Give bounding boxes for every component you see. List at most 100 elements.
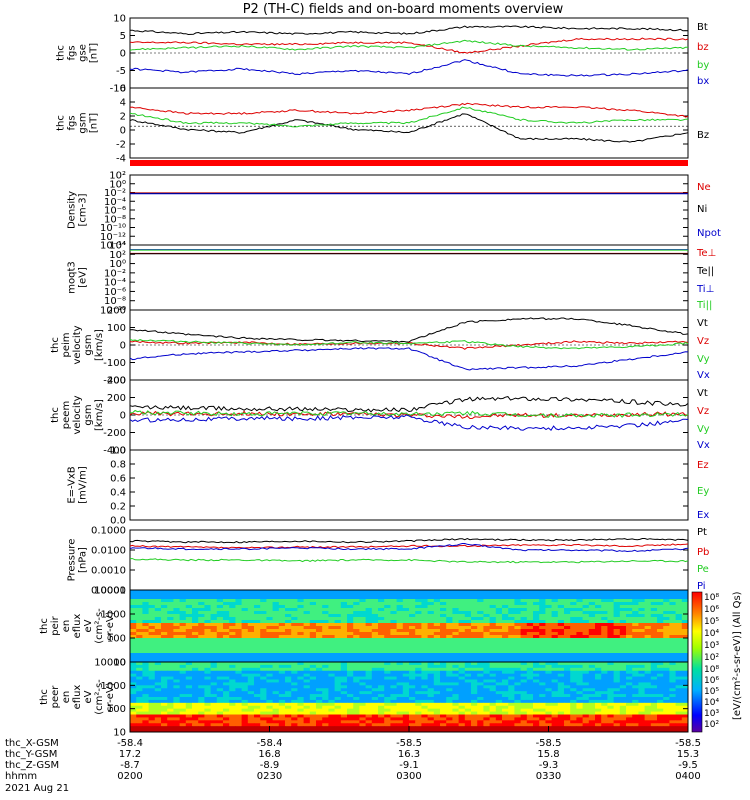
spectrogram-cell [384, 653, 391, 657]
spectrogram-cell [607, 650, 614, 654]
spectrogram-cell [644, 635, 652, 639]
spectrogram-cell [601, 699, 608, 704]
spectrogram-cell [588, 697, 596, 701]
spectrogram-cell [619, 647, 627, 651]
y-axis-label: moqt3 [67, 261, 78, 294]
spectrogram-cell [173, 653, 180, 657]
spectrogram-cell [136, 662, 143, 666]
spectrogram-cell [601, 694, 608, 698]
spectrogram-cell [458, 702, 466, 707]
spectrogram-cell [607, 676, 614, 680]
spectrogram-cell [359, 656, 366, 660]
spectrogram-cell [396, 720, 404, 724]
spectrogram-cell [663, 708, 670, 712]
spectrogram-cell [681, 699, 689, 704]
spectrogram-cell [415, 608, 422, 612]
spectrogram-cell [520, 659, 528, 663]
spectrogram-cell [508, 667, 515, 672]
spectrogram-cell [316, 705, 323, 710]
spectrogram-cell [266, 656, 273, 660]
spectrogram-cell [198, 688, 205, 692]
spectrogram-cell [142, 632, 149, 636]
spectrogram-cell [588, 632, 596, 636]
spectrogram-cell [626, 670, 633, 675]
spectrogram-cell [204, 720, 211, 724]
spectrogram-cell [142, 593, 149, 597]
spectrogram-cell [322, 676, 329, 680]
spectrogram-cell [533, 623, 540, 627]
spectrogram-cell [477, 599, 484, 603]
spectrogram-cell [142, 729, 149, 733]
spectrogram-cell [545, 723, 552, 727]
spectrogram-cell [210, 699, 218, 704]
spectrogram-cell [365, 638, 373, 642]
spectrogram-cell [223, 708, 230, 712]
spectrogram-cell [322, 647, 329, 651]
spectrogram-cell [526, 691, 534, 695]
spectrogram-cell [353, 590, 360, 594]
spectrogram-cell [210, 694, 218, 698]
spectrogram-cell [551, 717, 559, 721]
spectrogram-cell [378, 673, 385, 677]
spectrogram-cell [644, 705, 652, 710]
spectrogram-cell [551, 635, 559, 639]
spectrogram-cell [588, 679, 596, 683]
spectrogram-cell [278, 632, 286, 636]
spectrogram-cell [619, 590, 627, 594]
spectrogram-cell [229, 705, 236, 710]
spectrogram-cell [402, 711, 410, 715]
spectrogram-cell [241, 729, 249, 733]
spectrogram-cell [359, 614, 366, 618]
spectrogram-cell [402, 650, 410, 654]
spectrogram-cell [396, 685, 404, 689]
spectrogram-cell [204, 699, 211, 704]
spectrogram-cell [588, 723, 596, 727]
spectrogram-cell [650, 708, 658, 712]
spectrogram-cell [216, 667, 224, 672]
spectrogram-cell [570, 653, 577, 657]
spectrogram-cell [303, 699, 311, 704]
spectrogram-cell [483, 590, 490, 594]
spectrogram-cell [173, 697, 180, 701]
spectrogram-cell [644, 662, 652, 666]
spectrogram-cell [533, 685, 540, 689]
spectrogram-cell [303, 596, 311, 600]
spectrogram-cell [334, 720, 342, 724]
spectrogram-cell [285, 590, 292, 594]
spectrogram-cell [669, 599, 676, 603]
spectrogram-cell [570, 682, 577, 686]
spectrogram-cell [477, 638, 484, 642]
spectrogram-cell [619, 679, 627, 683]
spectrogram-cell [551, 659, 559, 663]
spectrogram-cell [564, 664, 571, 669]
spectrogram-cell [483, 723, 490, 727]
spectrogram-cell [365, 664, 373, 669]
spectrogram-cell [675, 723, 683, 727]
spectrogram-cell [390, 667, 397, 672]
spectrogram-cell [241, 623, 249, 627]
spectrogram-cell [390, 644, 397, 648]
spectrogram-cell [458, 611, 466, 615]
spectrogram-cell [495, 656, 503, 660]
spectrogram-cell [154, 699, 162, 704]
spectrogram-cell [582, 614, 590, 618]
spectrogram-cell [340, 673, 348, 677]
spectrogram-cell [601, 717, 608, 721]
spectrogram-cell [334, 708, 342, 712]
spectrogram-cell [458, 635, 466, 639]
spectrogram-cell [564, 644, 571, 648]
spectrogram-cell [371, 602, 379, 606]
spectrogram-cell [204, 708, 211, 712]
spectrogram-cell [427, 653, 435, 657]
spectrogram-cell [285, 670, 292, 675]
spectrogram-cell [526, 699, 534, 704]
spectrogram-cell [545, 599, 552, 603]
spectrogram-cell [266, 626, 273, 630]
spectrogram-cell [328, 685, 335, 689]
spectrogram-cell [365, 667, 373, 672]
spectrogram-cell [142, 626, 149, 630]
spectrogram-cell [607, 623, 614, 627]
spectrogram-cell [601, 623, 608, 627]
spectrogram-cell [440, 653, 447, 657]
spectrogram-cell [638, 653, 645, 657]
